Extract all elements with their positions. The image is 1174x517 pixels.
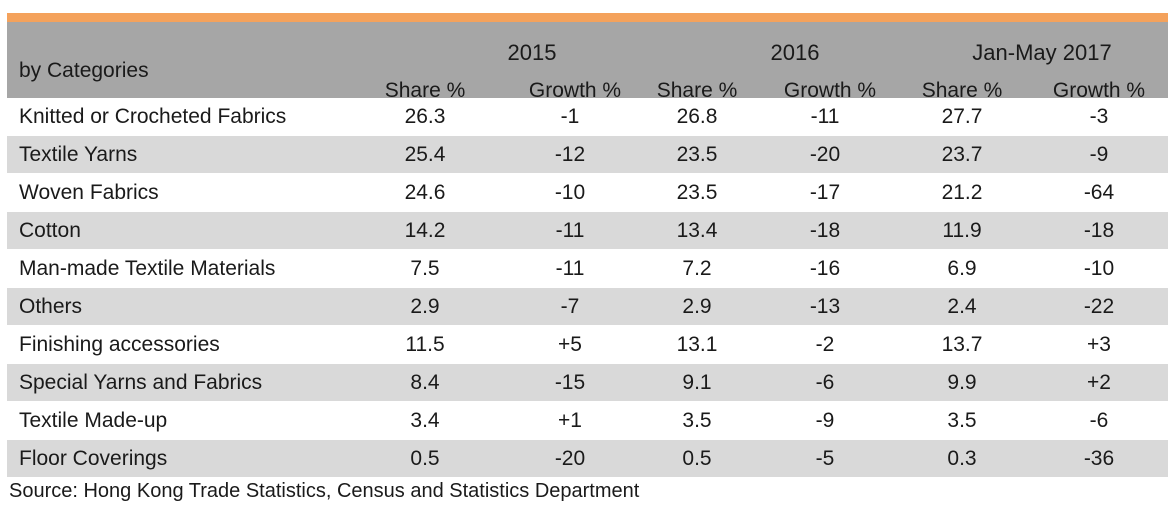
share-value: 0.5 [682,447,712,470]
header-share-2015: Share % [384,79,466,102]
share-value: 2.9 [682,295,712,318]
row-category-name: Textile Yarns [19,143,138,166]
share-value: 21.2 [941,181,983,204]
header-growth-2017: Growth % [1052,79,1146,102]
growth-value: -20 [554,447,586,470]
source-note: Source: Hong Kong Trade Statistics, Cens… [9,480,640,502]
share-value: 9.1 [682,371,712,394]
growth-value: -11 [555,257,585,280]
growth-value: +3 [1087,333,1111,356]
share-value: 0.5 [410,447,440,470]
share-value: 6.9 [947,257,977,280]
growth-value: +5 [558,333,582,356]
table-row: Others 2.9 -7 2.9 -13 2.4 -22 [7,288,1168,326]
table-row: Textile Made-up 3.4 +1 3.5 -9 3.5 -6 [7,402,1168,440]
row-category-name: Man-made Textile Materials [19,257,276,280]
share-value: 23.5 [676,143,718,166]
row-category-name: Finishing accessories [19,333,220,356]
share-value: 25.4 [404,143,446,166]
share-value: 27.7 [941,105,983,128]
share-value: 7.5 [410,257,440,280]
growth-value: -16 [809,257,841,280]
growth-value: -20 [809,143,841,166]
share-value: 23.5 [676,181,718,204]
header-year-2017: Jan-May 2017 [972,40,1112,65]
growth-value: -12 [554,143,586,166]
growth-value: -18 [1083,219,1115,242]
header-year-2015: 2015 [507,40,557,65]
growth-value: -5 [815,447,835,470]
share-value: 23.7 [941,143,983,166]
share-value: 2.4 [947,295,977,318]
share-value: 24.6 [404,181,446,204]
growth-value: -3 [1089,105,1109,128]
table-row: Floor Coverings 0.5 -20 0.5 -5 0.3 -36 [7,440,1168,478]
share-value: 13.4 [676,219,718,242]
growth-value: -11 [555,219,585,242]
growth-value: -17 [809,181,841,204]
row-category-name: Woven Fabrics [19,181,159,204]
growth-value: -64 [1083,181,1115,204]
table-row: Man-made Textile Materials 7.5 -11 7.2 -16 6.… [7,250,1168,288]
accent-bar [7,13,1168,22]
categories-table: by Categories 2015 2016 Jan-May 2017 Sha… [7,13,1168,478]
growth-value: -7 [560,295,580,318]
growth-value: +2 [1087,371,1111,394]
table-header: by Categories 2015 2016 Jan-May 2017 Sha… [7,22,1168,102]
table-row: Textile Yarns 25.4 -12 23.5 -20 23.7 -9 [7,136,1168,174]
row-category-name: Knitted or Crocheted Fabrics [19,105,287,128]
share-value: 3.5 [947,409,977,432]
growth-value: -6 [1089,409,1109,432]
table-row: Woven Fabrics 24.6 -10 23.5 -17 21.2 -64 [7,174,1168,212]
growth-value: -13 [809,295,841,318]
growth-value: -18 [809,219,841,242]
growth-value: -1 [560,105,580,128]
growth-value: +1 [558,409,582,432]
share-value: 3.4 [410,409,440,432]
growth-value: -15 [554,371,586,394]
share-value: 26.3 [404,105,446,128]
table-row: Knitted or Crocheted Fabrics 26.3 -1 26.8 -1… [7,98,1168,136]
growth-value: -10 [554,181,586,204]
growth-value: -9 [1089,143,1109,166]
table-body: Knitted or Crocheted Fabrics 26.3 -1 26.8 -1… [7,98,1168,478]
share-value: 0.3 [947,447,977,470]
growth-value: -22 [1083,295,1115,318]
share-value: 14.2 [404,219,446,242]
row-category-name: Cotton [19,219,81,242]
table-row: Cotton 14.2 -11 13.4 -18 11.9 -18 [7,212,1168,250]
growth-value: -2 [815,333,835,356]
share-value: 9.9 [947,371,977,394]
header-year-2016: 2016 [770,40,820,65]
header-categories: by Categories [19,59,149,82]
share-value: 11.5 [405,333,445,356]
header-share-2017: Share % [921,79,1003,102]
share-value: 26.8 [676,105,718,128]
table-row: Finishing accessories 11.5 +5 13.1 -2 13.7 +3 [7,326,1168,364]
growth-value: -11 [810,105,840,128]
growth-value: -6 [815,371,835,394]
share-value: 7.2 [682,257,712,280]
row-category-name: Floor Coverings [19,447,168,470]
row-category-name: Others [19,295,83,318]
growth-value: -9 [815,409,835,432]
share-value: 13.7 [941,333,983,356]
row-category-name: Textile Made-up [19,409,168,432]
share-value: 8.4 [410,371,440,394]
row-category-name: Special Yarns and Fabrics [19,371,263,394]
header-growth-2016: Growth % [783,79,877,102]
header-growth-2015: Growth % [528,79,622,102]
share-value: 2.9 [410,295,440,318]
share-value: 3.5 [682,409,712,432]
table-row: Special Yarns and Fabrics 8.4 -15 9.1 -6 9.9 +… [7,364,1168,402]
header-share-2016: Share % [656,79,738,102]
growth-value: -10 [1083,257,1115,280]
share-value: 11.9 [942,219,982,242]
share-value: 13.1 [676,333,718,356]
growth-value: -36 [1083,447,1115,470]
